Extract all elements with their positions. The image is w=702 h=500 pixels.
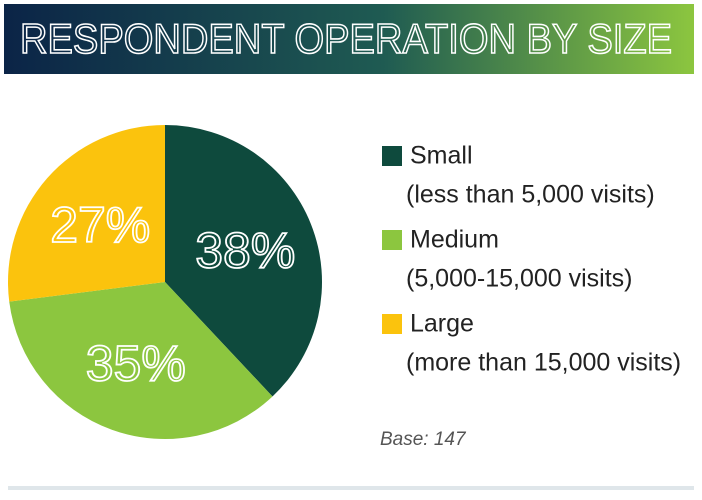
- pie-slice: [9, 282, 273, 439]
- legend-label: Large: [410, 310, 474, 338]
- pie-slice: [7, 125, 165, 302]
- chart-title: RESPONDENT OPERATION BY SIZE: [20, 15, 672, 62]
- slice-label: 35%: [86, 335, 186, 391]
- legend-swatch: [382, 314, 402, 334]
- legend-label: Medium: [410, 226, 499, 254]
- legend-swatch: [382, 230, 402, 250]
- header-band: [4, 4, 694, 74]
- legend-label: Small: [410, 142, 473, 170]
- footer-rule: [8, 486, 694, 490]
- pie-slice: [165, 125, 323, 397]
- legend-description: (5,000-15,000 visits): [406, 265, 633, 293]
- legend-description: (more than 15,000 visits): [406, 349, 681, 377]
- legend-swatch: [382, 146, 402, 166]
- slice-label: 27%: [50, 197, 150, 253]
- legend-description: (less than 5,000 visits): [406, 181, 655, 209]
- slice-label: 38%: [195, 222, 295, 278]
- annotation: Base: 147: [380, 429, 467, 450]
